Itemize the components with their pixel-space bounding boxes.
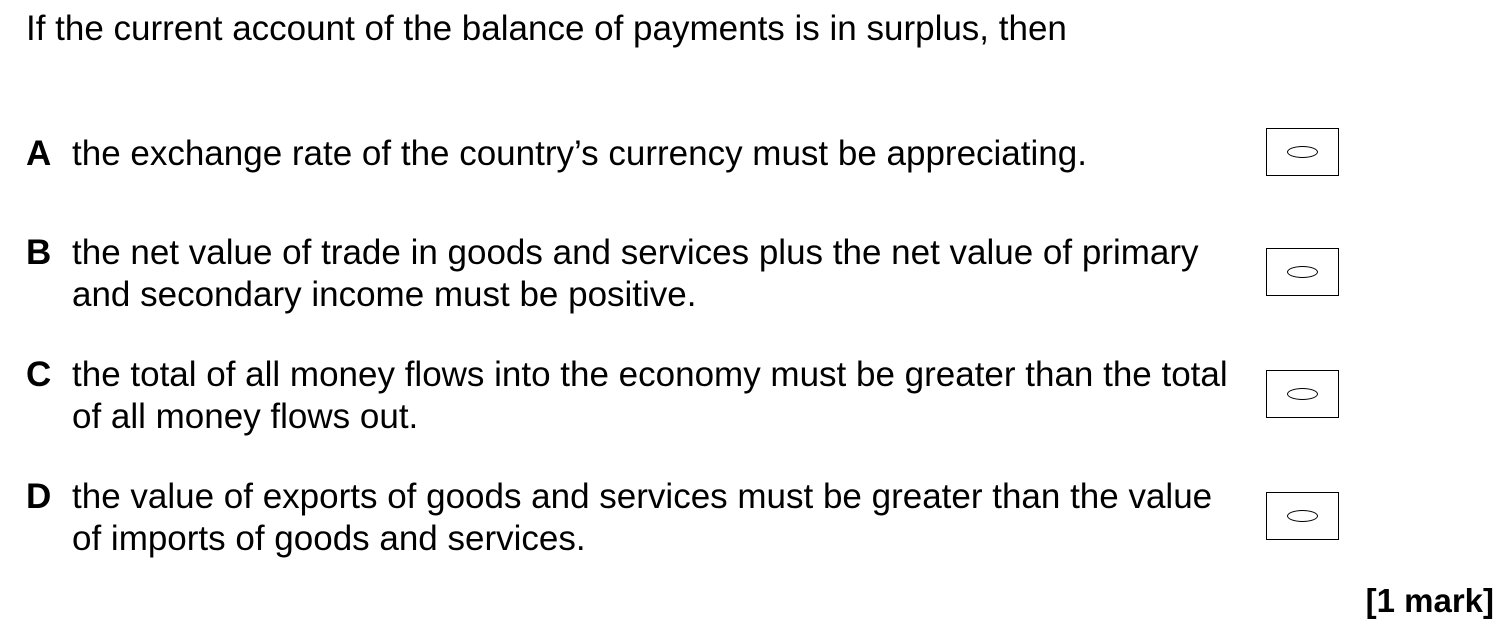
option-a: A the exchange rate of the country’s cur… — [26, 128, 1346, 233]
answer-box-b[interactable] — [1266, 248, 1339, 296]
radio-oval-icon — [1287, 388, 1318, 400]
option-text: the total of all money flows into the ec… — [72, 355, 1228, 436]
radio-oval-icon — [1287, 146, 1318, 158]
answer-box-c[interactable] — [1266, 370, 1339, 418]
option-d: D the value of exports of goods and serv… — [26, 476, 1346, 576]
option-letter: C — [26, 355, 52, 394]
option-text: the net value of trade in goods and serv… — [72, 233, 1199, 314]
mark-allocation: [1 mark] — [1365, 582, 1494, 619]
option-b: B the net value of trade in goods and se… — [26, 232, 1346, 332]
option-letter: B — [26, 233, 52, 272]
radio-oval-icon — [1287, 266, 1318, 278]
option-letter: A — [26, 134, 52, 173]
option-text: the value of exports of goods and servic… — [72, 477, 1213, 558]
answer-box-d[interactable] — [1266, 492, 1339, 540]
answer-box-a[interactable] — [1266, 128, 1339, 176]
radio-oval-icon — [1287, 510, 1318, 522]
question-stem: If the current account of the balance of… — [26, 9, 1067, 48]
option-letter: D — [26, 477, 52, 516]
option-text: the exchange rate of the country’s curre… — [72, 134, 1087, 173]
option-c: C the total of all money flows into the … — [26, 354, 1346, 454]
